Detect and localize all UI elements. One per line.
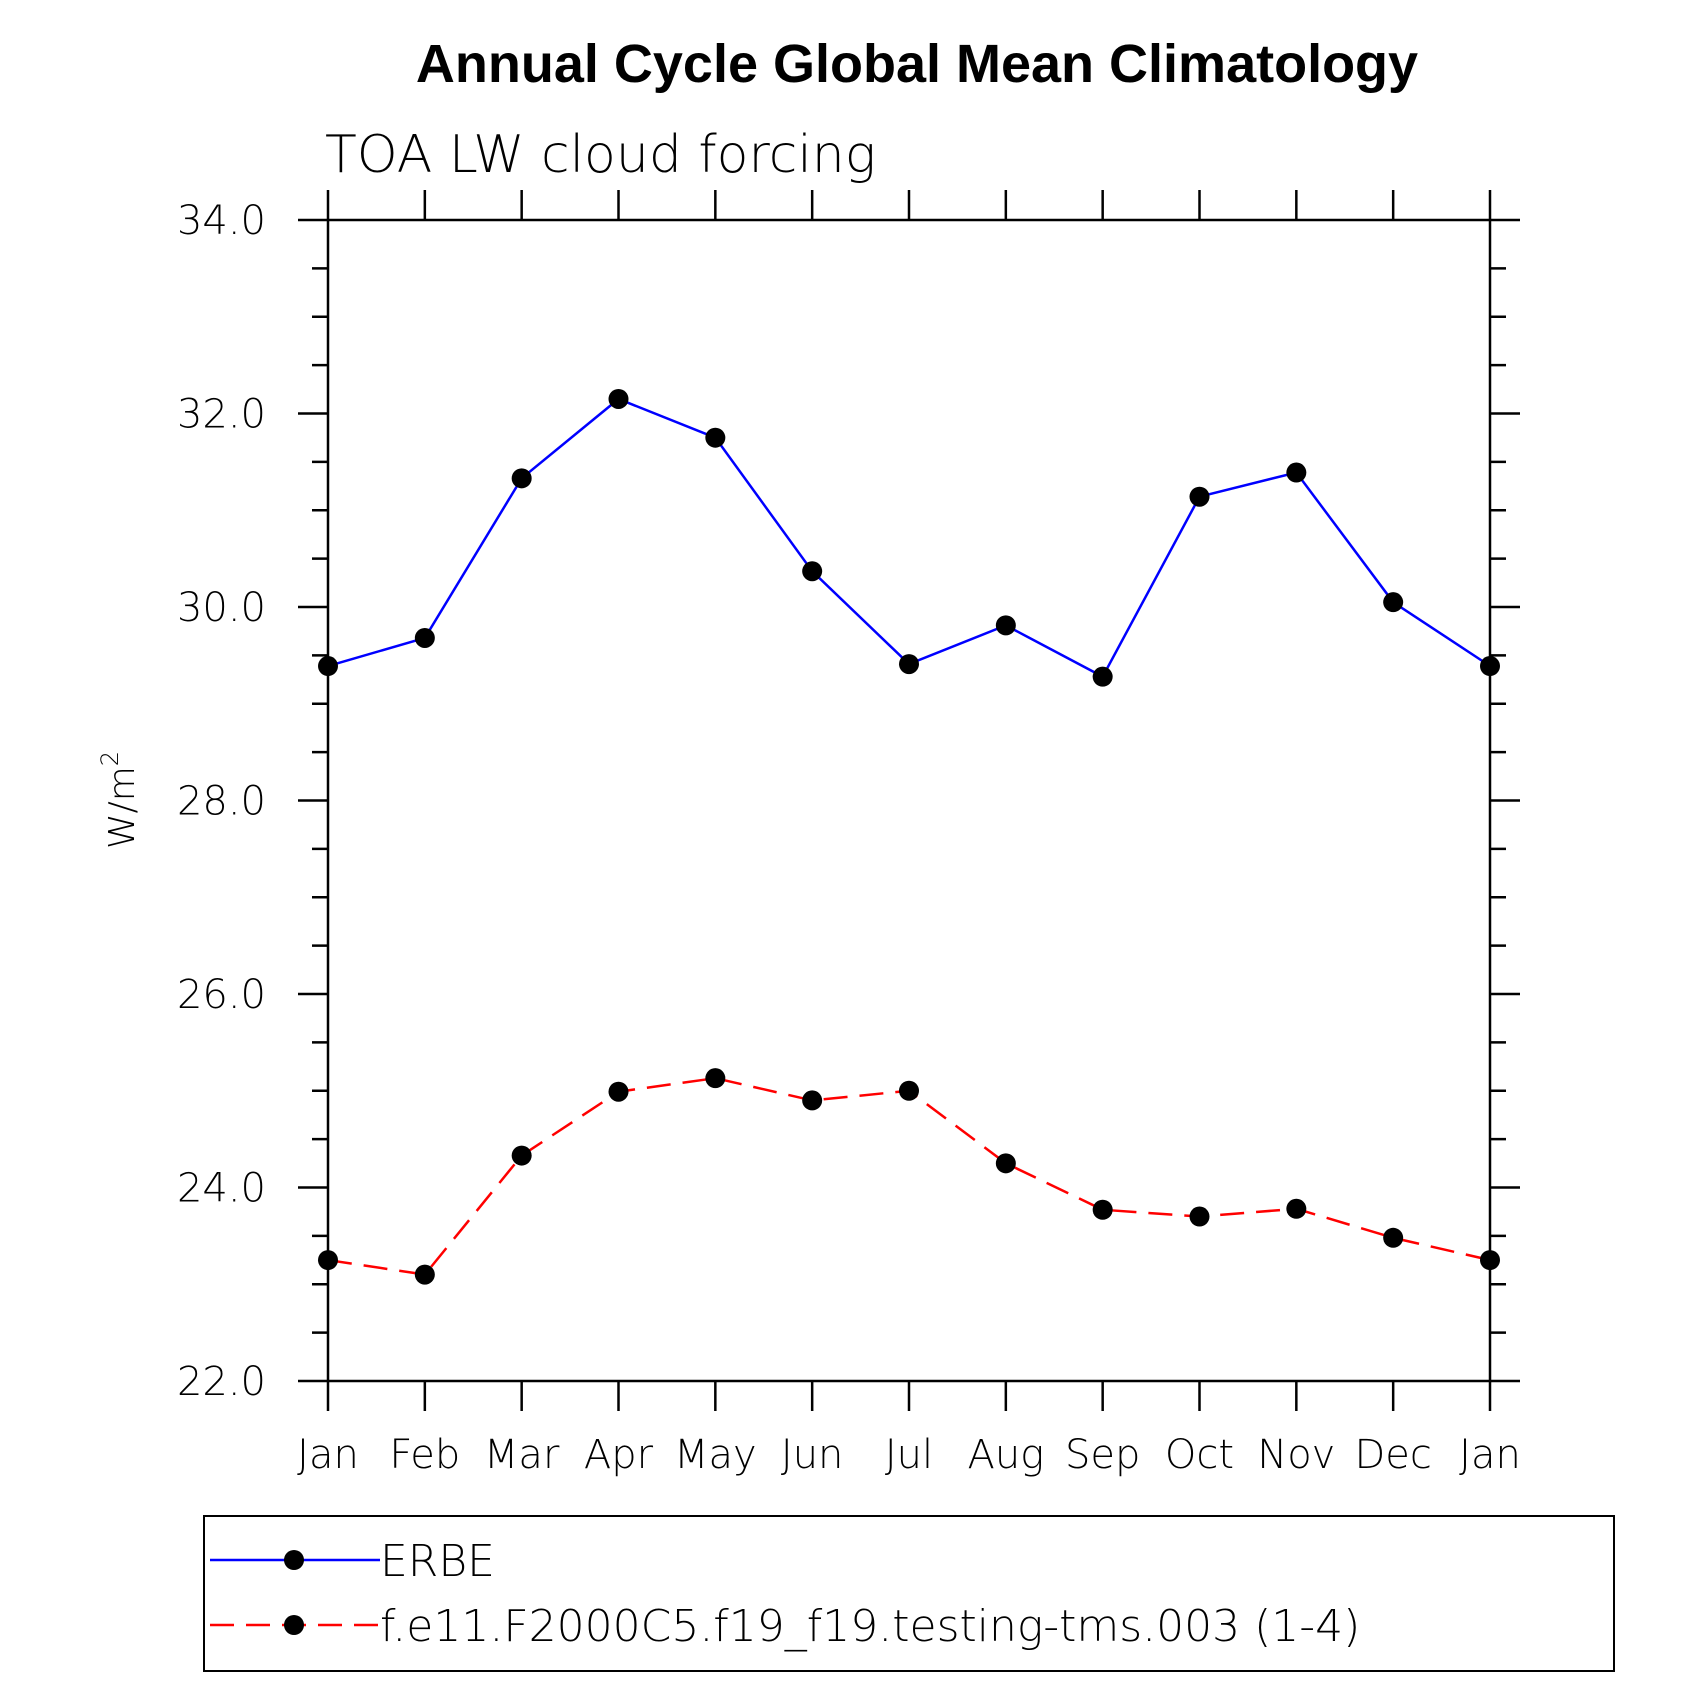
data-point — [1383, 1227, 1404, 1248]
x-tick-label: Jul — [885, 1432, 933, 1478]
legend-label: ERBE — [380, 1536, 495, 1587]
x-tick-label: Dec — [1354, 1432, 1431, 1478]
data-point — [1286, 1198, 1307, 1219]
x-tick-labels: Jan Feb Mar Apr May Jun Jul Aug Sep Oct Nov Dec Jan — [297, 1432, 1521, 1478]
legend-marker — [284, 1550, 304, 1570]
legend-entry: ERBE — [210, 1536, 495, 1587]
series-2 — [318, 1068, 1500, 1285]
data-point — [414, 1264, 435, 1285]
series-line — [327, 397, 1491, 679]
legend: ERBE f.e11.F2000C5.f19_f19.testing-tms.00… — [203, 1515, 1615, 1672]
data-point — [608, 388, 629, 409]
data-point — [1092, 666, 1113, 687]
data-point — [414, 627, 435, 648]
x-tick-label: Oct — [1165, 1432, 1234, 1478]
data-point — [1189, 1206, 1210, 1227]
data-point — [705, 1068, 726, 1089]
legend-entry: f.e11.F2000C5.f19_f19.testing-tms.003 (1… — [210, 1601, 1360, 1652]
x-tick-label: Jun — [781, 1432, 844, 1478]
data-point — [995, 1153, 1016, 1174]
y-axis-label-superscript: 2 — [96, 751, 124, 766]
y-tick-labels: 22.0 24.0 26.0 28.0 30.0 32.0 34.0 — [177, 198, 266, 1405]
x-tick-label: Mar — [484, 1432, 560, 1478]
y-tick-label: 34.0 — [177, 198, 266, 244]
x-tick-label: Feb — [389, 1432, 460, 1478]
data-point — [1092, 1199, 1113, 1220]
x-tick-label: Nov — [1257, 1432, 1335, 1478]
x-tick-label: Aug — [967, 1432, 1044, 1478]
x-tick-label: Jan — [297, 1432, 359, 1478]
x-tick-label: Apr — [584, 1432, 654, 1478]
data-point — [899, 654, 919, 675]
data-point — [1286, 462, 1307, 483]
data-point — [608, 1081, 629, 1102]
data-point — [802, 1090, 823, 1111]
y-tick-label: 24.0 — [177, 1166, 266, 1212]
series-1 — [318, 388, 1500, 687]
series-layer — [318, 388, 1500, 1285]
y-tick-label: 22.0 — [177, 1359, 266, 1405]
y-tick-label: 30.0 — [177, 585, 266, 631]
y-tick-label: 32.0 — [177, 392, 266, 438]
y-axis-label-group: W/m2 — [96, 751, 143, 849]
x-tick-label: May — [674, 1432, 757, 1478]
data-point — [511, 468, 532, 489]
data-point — [705, 427, 726, 448]
data-point — [1383, 592, 1404, 613]
legend-label: f.e11.F2000C5.f19_f19.testing-tms.003 (1… — [380, 1601, 1360, 1652]
x-tick-label: Sep — [1065, 1432, 1140, 1478]
data-point — [1189, 486, 1210, 507]
legend-box — [203, 1515, 1615, 1672]
y-tick-label: 26.0 — [177, 972, 266, 1018]
chart-title: Annual Cycle Global Mean Climatology — [416, 34, 1418, 94]
x-tick-label: Jan — [1459, 1432, 1521, 1478]
series-line — [327, 1076, 1491, 1276]
data-point — [899, 1080, 919, 1101]
y-tick-label: 28.0 — [177, 779, 266, 825]
data-point — [802, 561, 823, 582]
ticks-layer — [298, 190, 1520, 1411]
y-axis-label: W/m2 — [96, 751, 143, 849]
data-point — [511, 1145, 532, 1166]
data-point — [995, 615, 1016, 636]
plot-frame — [326, 218, 1492, 1383]
y-axis-label-text: W/m — [102, 766, 143, 849]
chart-subtitle: TOA LW cloud forcing — [325, 125, 876, 185]
legend-marker — [284, 1615, 304, 1635]
legend-entries: ERBE f.e11.F2000C5.f19_f19.testing-tms.00… — [210, 1536, 1360, 1652]
